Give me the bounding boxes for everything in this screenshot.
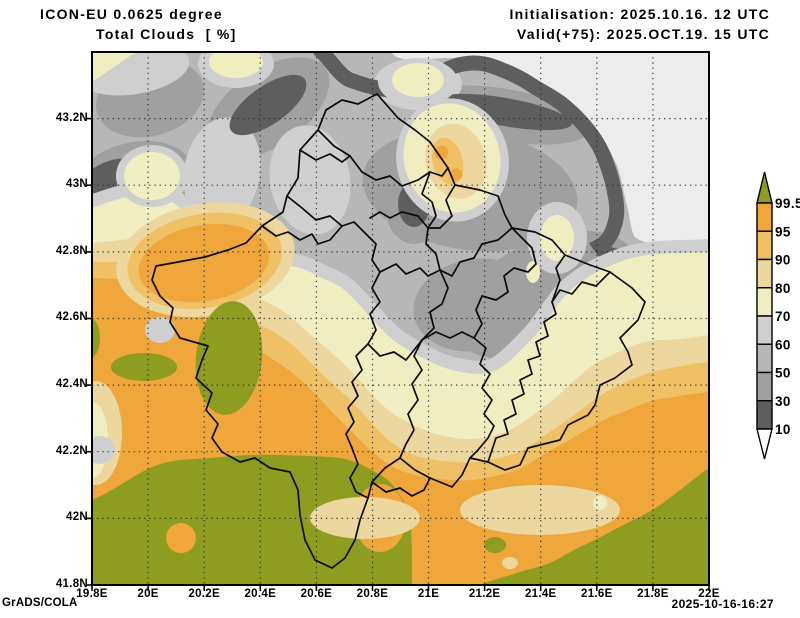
colorbar-tick-label: 90 [775, 253, 791, 268]
lat-tick-label: 42.4N [55, 378, 88, 391]
creation-timestamp: 2025-10-16-16:27 [671, 597, 774, 611]
admin-borders [151, 93, 646, 569]
lat-tick-label: 43.2N [55, 111, 88, 124]
map-canvas [86, 51, 710, 591]
clear-sky-region [390, 52, 709, 254]
small-gray-spot [145, 317, 175, 343]
parameter-title: Total Clouds [ %] [96, 26, 237, 42]
lon-tick-label: 21E [417, 588, 440, 600]
colorbar-tick-label: 99.5 [775, 196, 800, 211]
lon-tick-label: 21.8E [637, 588, 669, 600]
colorbar-segment [756, 400, 773, 430]
colorbar-segment [756, 343, 773, 374]
colorbar-segment [756, 287, 773, 317]
colorbar-tick-label: 30 [775, 394, 791, 409]
colorbar-top-arrow [756, 171, 773, 204]
lon-tick-label: 20.2E [188, 588, 220, 600]
colorbar-segment [756, 230, 773, 261]
lon-tick-label: 20.8E [356, 588, 389, 600]
lon-tick-label: 19.8E [76, 588, 108, 600]
lon-tick-label: 20.6E [300, 588, 333, 600]
colorbar-bottom-arrow [756, 428, 773, 460]
lat-tick-label: 41.8N [55, 578, 88, 590]
colorbar-tick-label: 70 [775, 309, 791, 324]
cloud-band-gt99 [92, 301, 709, 585]
lon-tick-label: 20E [137, 588, 159, 600]
lat-tick-label: 42.2N [55, 444, 88, 457]
colorbar: 99.5 95 90 80 70 60 50 30 10 [756, 171, 800, 460]
colorbar-tick-label: 50 [775, 366, 791, 381]
colorbar-tick-label: 60 [775, 337, 791, 352]
colorbar-tick-label: 80 [775, 281, 791, 296]
lat-tick-label: 42.6N [55, 311, 88, 324]
model-title: ICON-EU 0.0625 degree [40, 6, 223, 22]
west-edge-pocket [92, 381, 122, 485]
lat-tick-label: 42.8N [55, 244, 88, 257]
colorbar-tick-label: 95 [775, 224, 791, 239]
lon-tick-label: 21.6E [581, 588, 613, 600]
initialisation-label: Initialisation: 2025.10.16. 12 UTC [509, 6, 770, 22]
lon-tick-label: 20.4E [244, 588, 277, 600]
colorbar-segment [756, 315, 773, 345]
colorbar-segment [756, 371, 773, 402]
lon-tick-label: 22E [698, 588, 720, 600]
north-yellow-pockets [92, 52, 574, 283]
lat-tick-label: 43N [66, 178, 88, 191]
colorbar-tick-label: 10 [775, 422, 791, 437]
valid-time-label: Valid(+75): 2025.OCT.19. 15 UTC [516, 26, 770, 42]
grads-credit: GrADS/COLA [2, 597, 78, 609]
colorbar-segment [756, 202, 773, 232]
lat-tick-label: 42N [66, 511, 88, 524]
colorbar-segment [756, 258, 773, 289]
lat-axis-labels: 41.8N 42N 42.2N 42.4N 42.6N 42.8N 43N 43.2N [0, 0, 88, 618]
lon-tick-label: 21.2E [468, 588, 501, 600]
lon-tick-label: 21.4E [524, 588, 557, 600]
axis-ticks [86, 117, 710, 591]
